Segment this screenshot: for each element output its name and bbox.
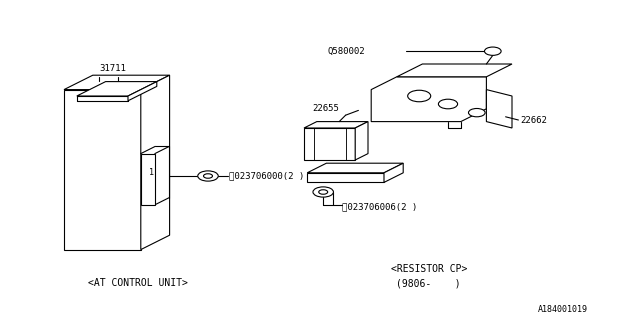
Circle shape [408, 90, 431, 102]
Circle shape [484, 47, 501, 55]
Polygon shape [77, 82, 157, 96]
Polygon shape [304, 122, 368, 128]
Polygon shape [304, 128, 355, 160]
Circle shape [319, 190, 328, 194]
Text: Q580002: Q580002 [327, 47, 365, 56]
Circle shape [198, 171, 218, 181]
Polygon shape [64, 90, 141, 250]
Text: (9806-    ): (9806- ) [397, 278, 461, 288]
Text: 1: 1 [148, 168, 154, 177]
Circle shape [204, 174, 212, 178]
Polygon shape [371, 77, 486, 122]
Text: 31711: 31711 [99, 64, 126, 73]
Circle shape [438, 99, 458, 109]
Text: ⓝ023706000(2 ): ⓝ023706000(2 ) [229, 172, 305, 180]
Polygon shape [397, 64, 512, 77]
Polygon shape [355, 122, 368, 160]
Circle shape [468, 108, 485, 117]
Polygon shape [384, 163, 403, 182]
Text: 22662: 22662 [520, 116, 547, 124]
Polygon shape [307, 163, 403, 173]
Polygon shape [64, 75, 170, 90]
Text: ⓝ023706006(2 ): ⓝ023706006(2 ) [342, 202, 418, 211]
Polygon shape [141, 75, 170, 250]
Polygon shape [141, 154, 155, 205]
Text: <RESISTOR CP>: <RESISTOR CP> [390, 264, 467, 274]
Polygon shape [128, 82, 157, 101]
Text: <AT CONTROL UNIT>: <AT CONTROL UNIT> [88, 278, 188, 288]
Circle shape [313, 187, 333, 197]
Polygon shape [307, 173, 384, 182]
Polygon shape [486, 90, 512, 128]
Text: A184001019: A184001019 [538, 305, 588, 314]
Text: 22655: 22655 [312, 104, 339, 113]
